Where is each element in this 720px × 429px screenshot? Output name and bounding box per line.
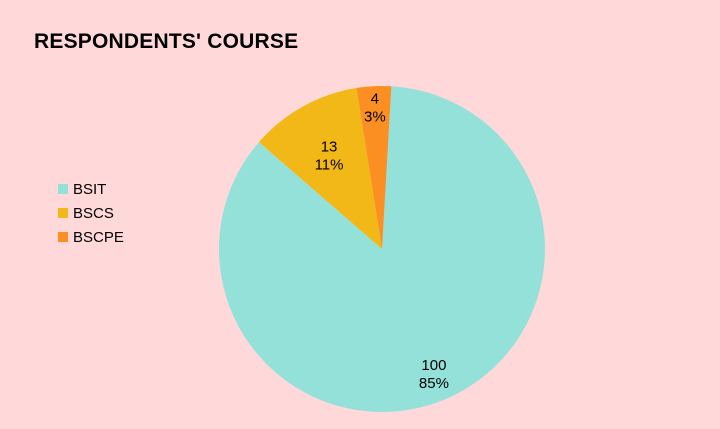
slice-percent-label: 3% [364, 109, 386, 126]
legend-label: BSCPE [73, 228, 124, 246]
pie-slice-bscpe [356, 86, 392, 250]
chart-title: RESPONDENTS' COURSE [34, 30, 299, 53]
slice-value-label: 4 [371, 91, 379, 108]
slice-value-label: 100 [421, 357, 446, 374]
slice-percent-label: 85% [419, 375, 449, 392]
legend-label: BSIT [73, 180, 107, 198]
legend-item-bscpe: BSCPE [58, 225, 124, 249]
legend-swatch [58, 232, 68, 242]
legend: BSIT BSCS BSCPE [58, 177, 124, 249]
slice-percent-label: 11% [315, 156, 344, 173]
slice-value-label: 13 [321, 138, 338, 155]
pie-slice-bscs [258, 88, 382, 249]
legend-swatch [58, 208, 68, 218]
legend-item-bscs: BSCS [58, 201, 124, 225]
pie-slice-bsit [219, 86, 545, 413]
legend-label: BSCS [73, 204, 114, 222]
legend-swatch [58, 184, 68, 194]
legend-item-bsit: BSIT [58, 177, 124, 201]
